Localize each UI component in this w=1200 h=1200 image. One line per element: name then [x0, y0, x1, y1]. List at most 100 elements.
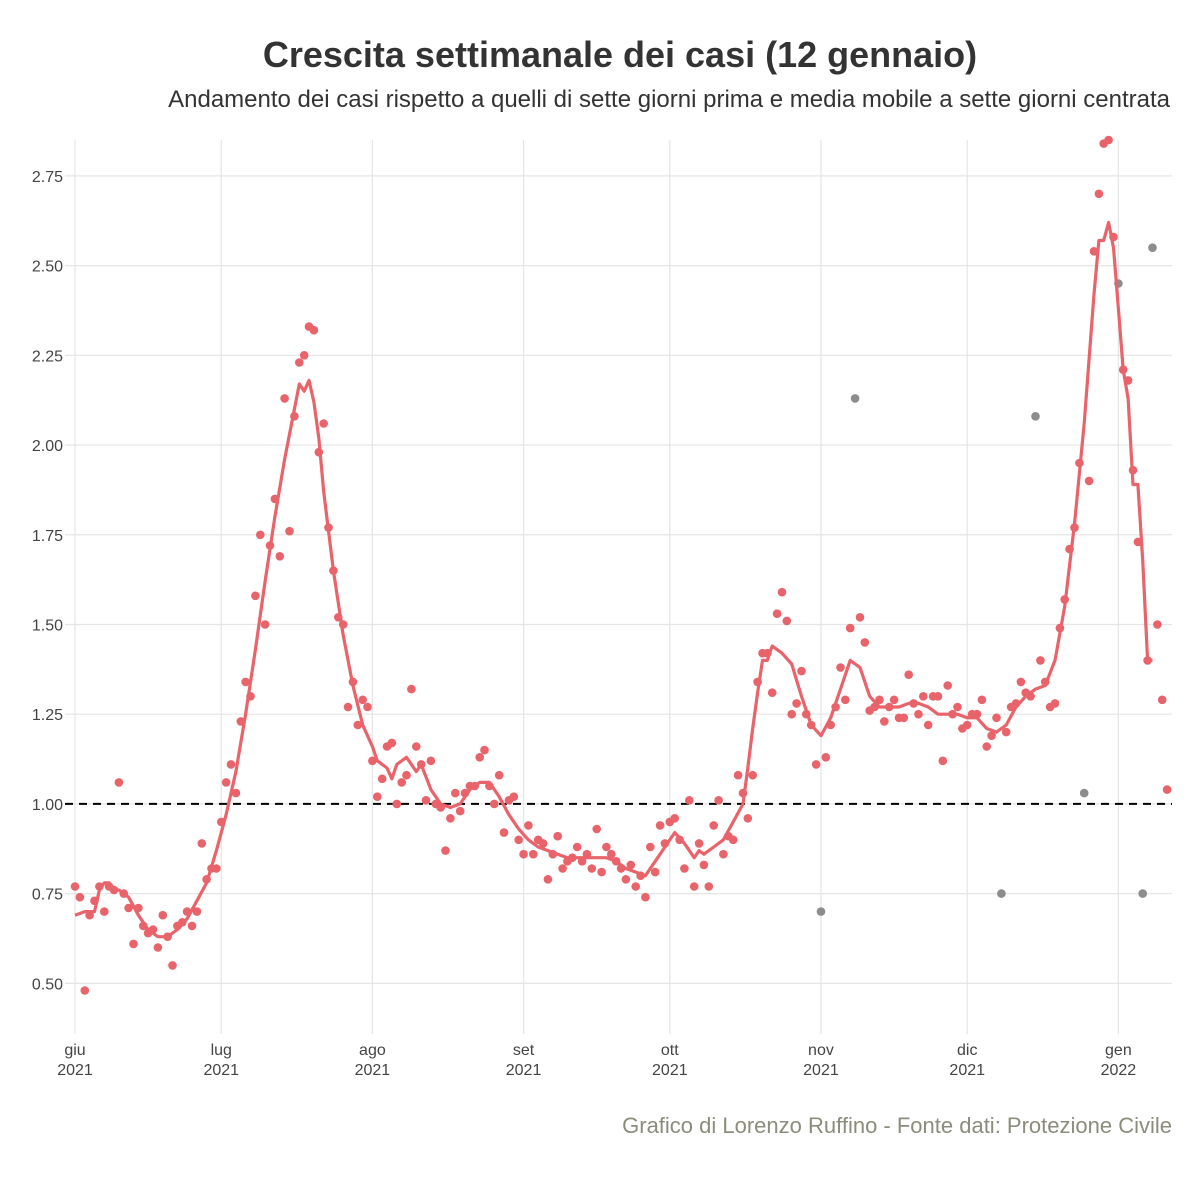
gridlines — [65, 140, 1172, 1034]
x-tick-year: 2021 — [506, 1062, 542, 1079]
data-point — [499, 828, 509, 837]
data-point — [641, 892, 650, 902]
data-point — [650, 867, 660, 877]
data-point — [943, 681, 952, 690]
data-point — [1153, 620, 1162, 629]
data-point — [280, 394, 289, 403]
data-point — [524, 821, 533, 830]
x-tick-month: ott — [661, 1042, 679, 1059]
data-point — [358, 695, 368, 705]
data-point — [704, 882, 714, 891]
data-point — [494, 770, 504, 780]
y-axis-ticks: 0.50 0.75 1.00 1.25 1.50 1.75 2.00 2.25 2.50 2.75 — [32, 169, 63, 993]
data-point — [923, 720, 933, 730]
data-point — [792, 699, 801, 708]
data-point — [709, 821, 718, 830]
x-tick-month: lug — [211, 1042, 232, 1059]
data-point — [319, 419, 329, 428]
data-point — [1094, 189, 1104, 199]
x-tick-year: 2021 — [803, 1062, 839, 1079]
data-point — [1157, 695, 1167, 705]
x-tick-year: 2021 — [355, 1062, 391, 1079]
data-point — [992, 713, 1001, 723]
data-point — [538, 839, 548, 848]
data-point — [441, 846, 450, 855]
data-point — [509, 792, 519, 801]
data-point — [421, 796, 431, 805]
y-tick-label: 2.75 — [32, 169, 63, 186]
data-point — [368, 756, 377, 766]
data-point — [490, 799, 499, 809]
data-point — [363, 702, 372, 712]
data-point — [841, 695, 850, 705]
data-point — [572, 842, 582, 852]
data-point — [353, 720, 363, 730]
data-point — [1036, 656, 1045, 665]
data-point — [1016, 677, 1026, 687]
chart-subtitle: Andamento dei casi rispetto a quelli di … — [168, 86, 1170, 113]
data-point — [1001, 727, 1011, 737]
data-point — [158, 910, 168, 920]
x-tick-month: gen — [1105, 1042, 1132, 1059]
data-point — [782, 616, 792, 626]
outlier-point — [997, 889, 1006, 898]
data-point — [455, 806, 465, 816]
outlier-point — [1148, 243, 1157, 252]
data-point — [480, 745, 489, 755]
data-point — [124, 903, 133, 913]
data-point — [767, 688, 777, 697]
data-point — [80, 986, 90, 995]
data-point — [75, 892, 85, 902]
data-point — [387, 738, 397, 748]
y-tick-label: 2.00 — [32, 438, 63, 455]
data-point — [129, 939, 138, 949]
data-point — [919, 692, 928, 701]
data-point — [592, 824, 601, 834]
data-point — [719, 849, 728, 859]
outlier-point — [1031, 412, 1040, 421]
data-point — [260, 620, 270, 629]
y-tick-label: 0.50 — [32, 976, 63, 993]
data-point — [285, 526, 294, 536]
data-point — [1162, 785, 1172, 794]
data-point — [845, 623, 855, 633]
data-point — [772, 609, 782, 618]
data-point — [255, 530, 265, 540]
data-point — [553, 831, 562, 841]
data-point — [904, 670, 913, 679]
data-point — [226, 760, 236, 769]
data-point — [197, 839, 207, 848]
data-point — [962, 720, 972, 730]
x-tick-month: nov — [808, 1042, 834, 1059]
data-point — [855, 613, 865, 622]
outlier-point — [816, 907, 826, 916]
data-point — [699, 860, 709, 870]
data-point — [982, 742, 991, 751]
data-point — [860, 638, 870, 647]
data-point — [597, 867, 606, 877]
data-point — [880, 717, 889, 726]
data-point — [1050, 699, 1060, 708]
data-point — [728, 835, 738, 845]
y-tick-label: 2.25 — [32, 348, 63, 365]
data-point — [621, 875, 631, 884]
data-point — [70, 882, 80, 891]
chart-title: Crescita settimanale dei casi (12 gennai… — [262, 34, 978, 75]
data-point — [212, 864, 221, 873]
data-point — [631, 882, 640, 891]
outlier-point — [1079, 788, 1089, 798]
data-point — [529, 849, 538, 859]
data-point — [231, 788, 241, 798]
x-axis-ticks: giu 2021 lug 2021 ago 2021 set 2021 ott 2021 nov 20… — [57, 1042, 1136, 1079]
data-point — [397, 778, 407, 787]
x-tick-year: 2021 — [203, 1062, 239, 1079]
data-point — [670, 814, 679, 823]
data-point — [1084, 476, 1094, 486]
data-point — [875, 695, 884, 705]
data-point — [114, 778, 124, 787]
data-point — [100, 907, 109, 916]
data-point — [797, 666, 806, 676]
data-point — [309, 325, 319, 335]
chart-caption: Grafico di Lorenzo Ruffino - Fonte dati:… — [622, 1113, 1172, 1138]
data-point — [558, 864, 567, 873]
